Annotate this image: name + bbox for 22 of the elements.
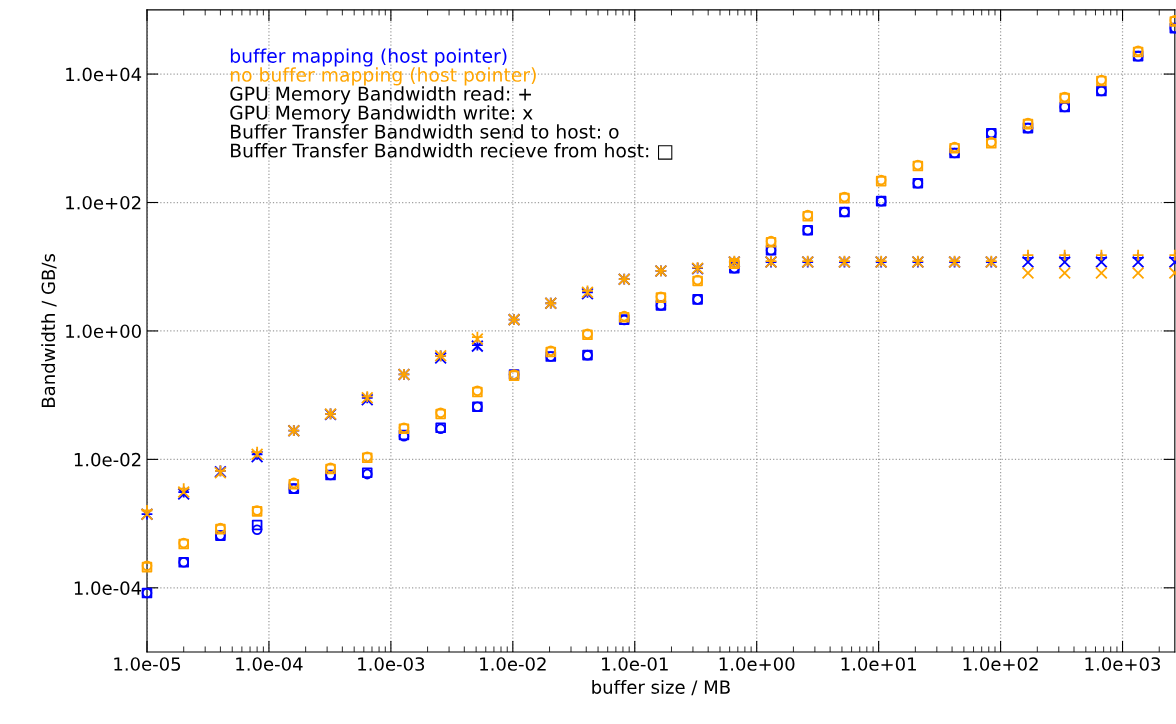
y-tick-label: 1.0e+00 [66, 324, 141, 339]
x-axis-title: buffer size / MB [592, 679, 730, 696]
text: buffer mapping (host pointer) [230, 48, 507, 67]
annotation: Buffer Transfer Bandwidth send to host: o [231, 124, 619, 139]
annotation: Buffer Transfer Bandwidth recieve from host: □ [231, 143, 673, 160]
text: no buffer mapping (host pointer) [230, 67, 536, 86]
x-tick-label: 1.0e-01 [602, 657, 668, 671]
y-tick-label: 1.0e+04 [66, 67, 142, 82]
annotation: GPU Memory Bandwidth write: x [230, 105, 533, 124]
x-tick-label: 1.0e-03 [358, 657, 425, 671]
x-tick-label: 1.0e-02 [480, 657, 546, 671]
x-tick-label: 1.0e-05 [114, 657, 181, 671]
x-tick-label: 1.0e-04 [236, 657, 303, 671]
y-tick-label: 1.0e-02 [74, 452, 141, 467]
y-tick-label: 1.0e-04 [74, 581, 142, 595]
annotation: GPU Memory Bandwidth read: + [230, 86, 531, 105]
x-tick-label: 1.0e+03 [1085, 657, 1161, 671]
x-tick-label: 1.0e+00 [719, 657, 795, 671]
x-tick-label: 1.0e+02 [963, 657, 1038, 671]
y-axis-title: Bandwidth / GB/s [41, 254, 57, 407]
x-tick-label: 1.0e+01 [841, 657, 916, 671]
y-tick-label: 1.0e+02 [66, 195, 141, 210]
